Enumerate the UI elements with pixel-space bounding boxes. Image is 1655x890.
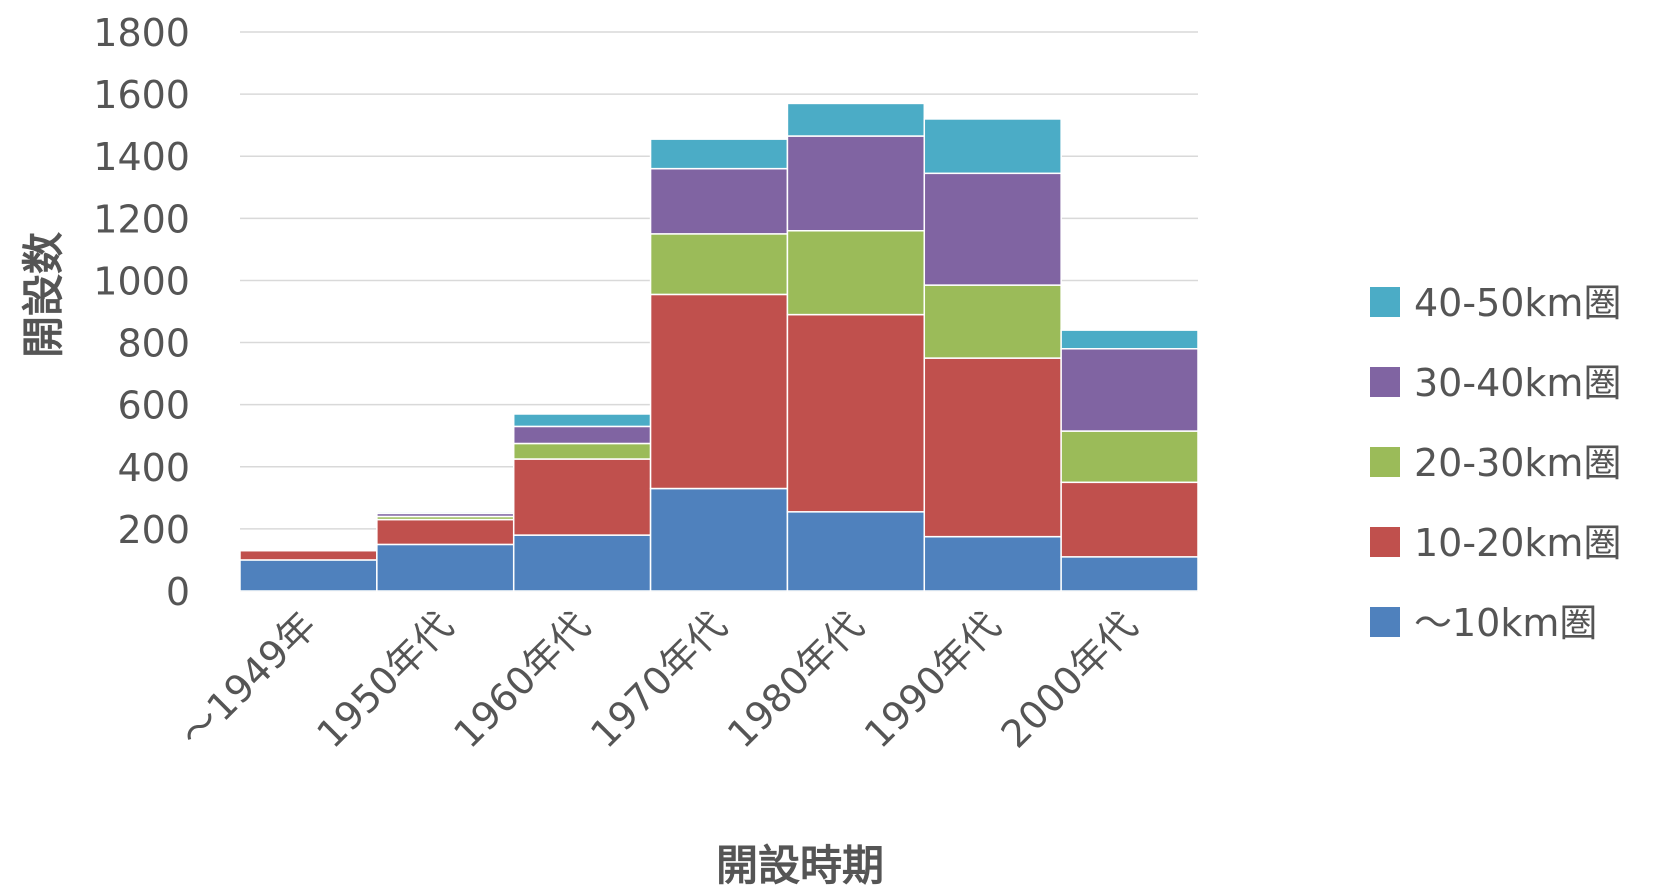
bar-segment: [649, 293, 789, 490]
x-tick-label: 1970年代: [582, 603, 735, 756]
bar-segment: [376, 511, 515, 515]
y-tick-label: 1400: [93, 135, 190, 179]
bar-segment: [1060, 556, 1199, 592]
bar-segment: [376, 518, 515, 546]
bar-segment: [786, 102, 926, 137]
x-tick-label: 1990年代: [856, 603, 1009, 756]
x-tick-label: 1960年代: [445, 603, 598, 756]
y-tick-label: 200: [117, 508, 190, 552]
x-axis-title: 開設時期: [716, 841, 884, 890]
legend-swatch: [1370, 367, 1400, 397]
legend-label: ～10km圏: [1414, 601, 1597, 645]
legend-label: 40-50km圏: [1414, 281, 1621, 325]
x-tick-label: 1950年代: [308, 603, 461, 756]
bars: [239, 102, 1199, 592]
bar-segment: [923, 284, 1062, 359]
bar-segment: [1060, 348, 1199, 432]
bar-segment: [376, 543, 515, 592]
legend: 40-50km圏 30-40km圏 20-30km圏 10-20km圏 ～10km圏: [1370, 281, 1621, 645]
x-tick-label: ～1949年: [172, 603, 325, 756]
y-tick-label: 1000: [93, 259, 190, 303]
legend-swatch: [1370, 287, 1400, 317]
bar-segment: [786, 135, 926, 232]
bar-segment: [512, 458, 652, 536]
y-tick-label: 1600: [93, 73, 190, 117]
y-axis-ticks: 0 200 400 600 800 1000 1200 1400 1600 1800: [93, 11, 190, 614]
legend-swatch: [1370, 447, 1400, 477]
y-tick-label: 600: [117, 384, 190, 428]
x-tick-label: 2000年代: [993, 603, 1146, 756]
legend-swatch: [1370, 607, 1400, 637]
bar-segment: [1060, 430, 1199, 484]
y-axis-title: 開設数: [19, 232, 68, 358]
y-tick-label: 1800: [93, 11, 190, 55]
bar-segment: [1060, 481, 1199, 558]
bar-segment: [1060, 329, 1199, 350]
x-axis-ticks: ～1949年1950年代1960年代1970年代1980年代1990年代2000…: [172, 603, 1146, 756]
legend-swatch: [1370, 527, 1400, 557]
bar-segment: [649, 167, 789, 235]
y-tick-label: 0: [166, 570, 190, 614]
bar-segment: [512, 534, 652, 592]
bar-segment: [649, 138, 789, 170]
legend-label: 20-30km圏: [1414, 441, 1621, 485]
bar-segment: [786, 230, 926, 316]
bar-segment: [239, 549, 378, 561]
bar-segment: [923, 172, 1062, 286]
x-tick-label: 1980年代: [719, 603, 872, 756]
bar-segment: [923, 357, 1062, 538]
bar-segment: [923, 535, 1062, 592]
bar-segment: [239, 559, 378, 592]
y-tick-label: 1200: [93, 197, 190, 241]
bar-segment: [512, 442, 652, 460]
bar-segment: [786, 313, 926, 513]
y-tick-label: 400: [117, 446, 190, 490]
y-tick-label: 800: [117, 322, 190, 366]
bar-segment: [512, 413, 652, 428]
legend-label: 30-40km圏: [1414, 361, 1621, 405]
bar-segment: [512, 425, 652, 445]
bar-segment: [786, 511, 926, 592]
bar-segment: [923, 118, 1062, 175]
bar-segment: [649, 487, 789, 592]
legend-label: 10-20km圏: [1414, 521, 1621, 565]
bar-segment: [649, 233, 789, 296]
